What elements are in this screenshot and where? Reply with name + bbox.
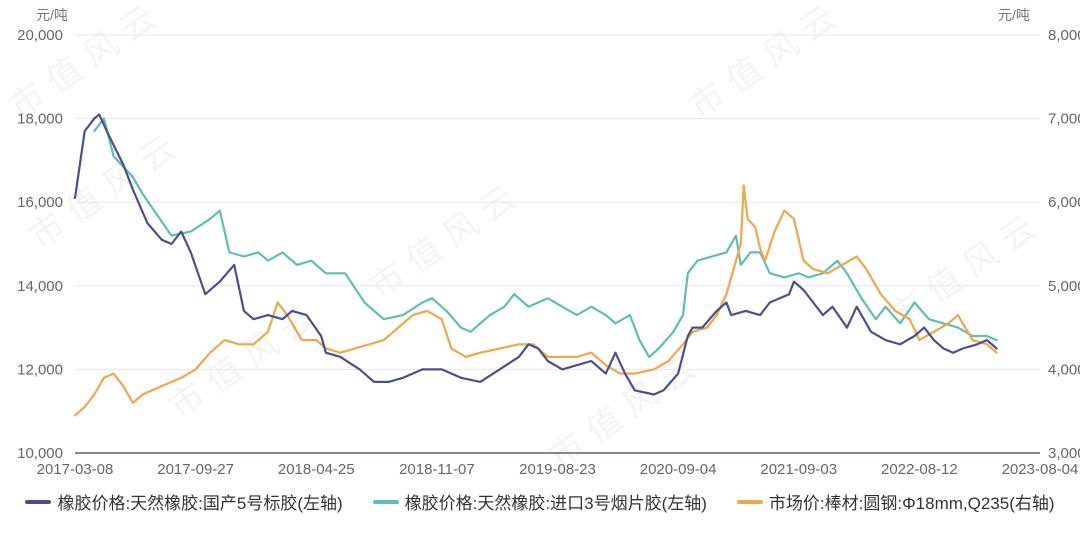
watermark-layer: 市 值 风 云市 值 风 云市 值 风 云市 值 风 云市 值 风 云市 值 风… — [2, 0, 1043, 477]
series-layer — [73, 113, 998, 417]
right-tick-label: 3,000 — [1048, 445, 1080, 462]
legend-label-series-3: 市场价:棒材:圆钢:Φ18mm,Q235(右轴) — [768, 494, 1055, 513]
watermark-text: 市 值 风 云 — [2, 0, 163, 127]
legend-item-series-1[interactable]: 橡胶价格:天然橡胶:国产5号标胶(左轴) — [25, 489, 343, 514]
x-tick-label: 2023-08-04 — [1002, 461, 1079, 478]
left-tick-label: 18,000 — [17, 111, 63, 128]
x-tick-label: 2018-04-25 — [278, 461, 355, 478]
legend-label-series-1: 橡胶价格:天然橡胶:国产5号标胶(左轴) — [57, 494, 343, 513]
legend-swatch-series-2 — [372, 499, 399, 504]
legend-label-series-2: 橡胶价格:天然橡胶:进口3号烟片胶(左轴) — [404, 494, 707, 513]
right-tick-label: 5,000 — [1048, 278, 1080, 295]
right-tick-label: 6,000 — [1048, 194, 1080, 211]
legend-item-series-3[interactable]: 市场价:棒材:圆钢:Φ18mm,Q235(右轴) — [736, 489, 1055, 514]
left-unit-label: 元/吨 — [36, 7, 68, 23]
left-tick-label: 20,000 — [17, 27, 63, 44]
x-tick-label: 2021-09-03 — [760, 461, 837, 478]
x-tick-label: 2017-03-08 — [37, 461, 114, 478]
left-tick-label: 16,000 — [17, 194, 63, 211]
right-tick-label: 8,000 — [1048, 27, 1080, 44]
right-tick-label: 4,000 — [1048, 361, 1080, 378]
chart-legend: 橡胶价格:天然橡胶:国产5号标胶(左轴) 橡胶价格:天然橡胶:进口3号烟片胶(左… — [0, 489, 1080, 514]
left-tick-label: 14,000 — [17, 278, 63, 295]
series-line-1 — [73, 113, 998, 396]
x-tick-label: 2019-08-23 — [519, 461, 596, 478]
x-tick-label: 2020-09-04 — [640, 461, 717, 478]
right-unit-label: 元/吨 — [998, 7, 1030, 23]
left-axis-ticks: 10,000 12,000 14,000 16,000 18,000 20,000 — [17, 27, 63, 462]
left-tick-label: 12,000 — [17, 361, 63, 378]
x-tick-label: 2018-11-07 — [399, 461, 475, 478]
legend-item-series-2[interactable]: 橡胶价格:天然橡胶:进口3号烟片胶(左轴) — [372, 489, 707, 514]
left-tick-label: 10,000 — [17, 445, 63, 462]
right-axis-ticks: 3,000 4,000 5,000 6,000 7,000 8,000 — [1048, 27, 1080, 462]
watermark-text: 市 值 风 云 — [162, 298, 323, 427]
x-tick-label: 2017-09-27 — [157, 461, 234, 478]
watermark-text: 市 值 风 云 — [362, 178, 523, 307]
legend-swatch-series-1 — [25, 499, 52, 504]
gridlines — [75, 34, 1040, 454]
right-tick-label: 7,000 — [1048, 111, 1080, 128]
x-axis-ticks: 2017-03-08 2017-09-27 2018-04-25 2018-11-07… — [37, 461, 1079, 478]
watermark-text: 市 值 风 云 — [682, 0, 843, 127]
legend-swatch-series-3 — [736, 499, 763, 504]
series-line-3 — [73, 184, 998, 417]
x-tick-label: 2022-08-12 — [881, 461, 958, 478]
series-line-2 — [93, 117, 998, 358]
